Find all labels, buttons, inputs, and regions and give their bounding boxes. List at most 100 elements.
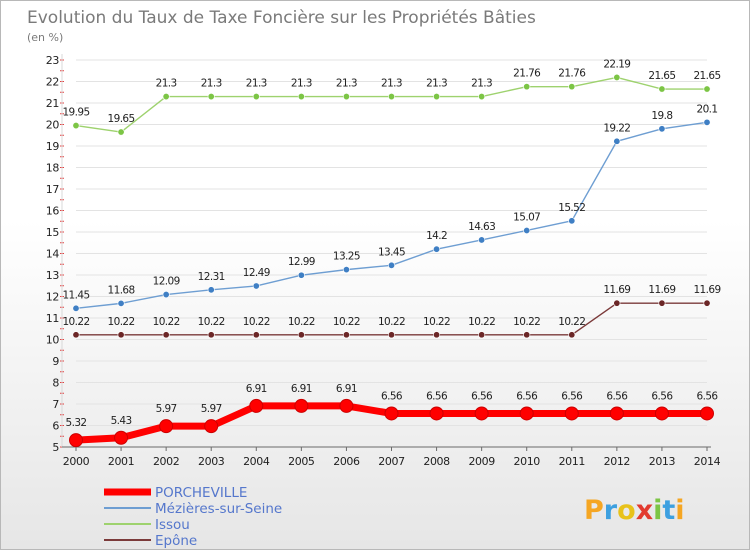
- data-point: [342, 331, 350, 339]
- data-point: [204, 419, 219, 434]
- data-label: 12.99: [288, 256, 315, 268]
- legend-label: PORCHEVILLE: [155, 485, 247, 501]
- data-point: [207, 93, 215, 101]
- x-tick-label: 2000: [63, 455, 90, 468]
- data-point: [297, 331, 305, 339]
- data-label: 10.22: [153, 316, 180, 328]
- brand-letter: o: [617, 495, 636, 526]
- data-point: [564, 406, 579, 421]
- data-point: [568, 331, 576, 339]
- data-label: 10.22: [288, 316, 315, 328]
- data-label: 6.91: [291, 383, 312, 395]
- x-tick-label: 2003: [198, 455, 225, 468]
- x-tick-label: 2008: [423, 455, 450, 468]
- y-tick-label: 13: [46, 269, 60, 282]
- data-point: [433, 93, 441, 101]
- data-label: 21.3: [201, 78, 222, 90]
- data-point: [297, 93, 305, 101]
- data-point: [114, 430, 129, 445]
- data-label: 10.22: [558, 316, 585, 328]
- brand-letter: r: [604, 495, 618, 526]
- data-point: [387, 261, 395, 269]
- data-label: 10.22: [62, 316, 89, 328]
- brand-letter: i: [675, 495, 684, 526]
- x-tick-label: 2001: [108, 455, 134, 468]
- data-point: [117, 128, 125, 136]
- data-point: [700, 406, 714, 421]
- data-point: [339, 398, 354, 413]
- grid: [76, 59, 707, 426]
- data-label: 21.3: [471, 78, 492, 90]
- data-label: 19.8: [651, 110, 672, 122]
- data-point: [159, 419, 174, 434]
- data-label: 6.56: [471, 390, 493, 402]
- data-point: [294, 398, 309, 413]
- data-label: 10.22: [198, 316, 225, 328]
- x-tick-label: 2013: [649, 455, 676, 468]
- y-tick-label: 14: [46, 248, 60, 261]
- data-point: [342, 93, 350, 101]
- data-label: 6.56: [697, 390, 719, 402]
- data-label: 6.56: [651, 390, 673, 402]
- y-tick-label: 6: [52, 420, 59, 433]
- brand-letter: t: [662, 495, 675, 526]
- data-point: [297, 271, 305, 279]
- data-point: [609, 406, 624, 421]
- data-point: [658, 125, 666, 133]
- data-point: [72, 304, 80, 312]
- data-point: [72, 122, 80, 130]
- series-1: [72, 118, 711, 312]
- data-point: [703, 299, 711, 307]
- data-label: 14.2: [426, 230, 447, 242]
- series-0: [69, 398, 714, 448]
- y-tick-label: 5: [52, 441, 59, 454]
- data-label: 10.22: [243, 316, 270, 328]
- data-label: 6.56: [606, 390, 628, 402]
- brand-logo: Proxiti: [584, 495, 685, 526]
- data-point: [162, 331, 170, 339]
- data-label: 11.68: [108, 284, 135, 296]
- y-tick-label: 23: [46, 54, 60, 67]
- data-label: 20.1: [697, 103, 718, 115]
- data-label: 5.97: [201, 403, 222, 415]
- y-tick-label: 21: [46, 97, 59, 110]
- data-point: [568, 217, 576, 225]
- series: [69, 73, 714, 448]
- data-point: [252, 282, 260, 290]
- data-point: [252, 331, 260, 339]
- y-tick-label: 11: [46, 312, 59, 325]
- data-labels: 5.32 5.43 5.97 5.97 6.91 6.91 6.91 6.56 6.56 6.56…: [62, 58, 721, 429]
- data-point: [654, 406, 669, 421]
- data-label: 5.43: [111, 415, 132, 427]
- data-point: [162, 93, 170, 101]
- series-3: [72, 299, 711, 339]
- data-label: 12.31: [198, 271, 225, 283]
- data-label: 21.3: [246, 78, 267, 90]
- data-point: [613, 299, 621, 307]
- data-point: [72, 331, 80, 339]
- brand-letter: i: [653, 495, 662, 526]
- data-point: [703, 118, 711, 126]
- x-tick-label: 2011: [559, 455, 585, 468]
- data-label: 10.22: [333, 316, 360, 328]
- y-tick-label: 10: [46, 334, 60, 347]
- x-tick-label: 2007: [378, 455, 405, 468]
- y-tick-label: 7: [52, 398, 59, 411]
- data-point: [117, 331, 125, 339]
- data-label: 19.22: [603, 122, 630, 134]
- data-point: [252, 93, 260, 101]
- y-tick-label: 8: [52, 377, 59, 390]
- y-tick-label: 9: [52, 355, 59, 368]
- data-label: 6.56: [516, 390, 538, 402]
- data-point: [117, 299, 125, 307]
- data-point: [207, 331, 215, 339]
- data-point: [703, 85, 711, 93]
- x-tick-label: 2006: [333, 455, 360, 468]
- data-point: [433, 245, 441, 253]
- data-label: 21.3: [381, 78, 402, 90]
- y-tick-label: 22: [46, 76, 59, 89]
- y-tick-label: 16: [46, 205, 60, 218]
- chart-title: Evolution du Taux de Taxe Foncière sur l…: [27, 8, 536, 28]
- brand-letter: x: [636, 495, 653, 526]
